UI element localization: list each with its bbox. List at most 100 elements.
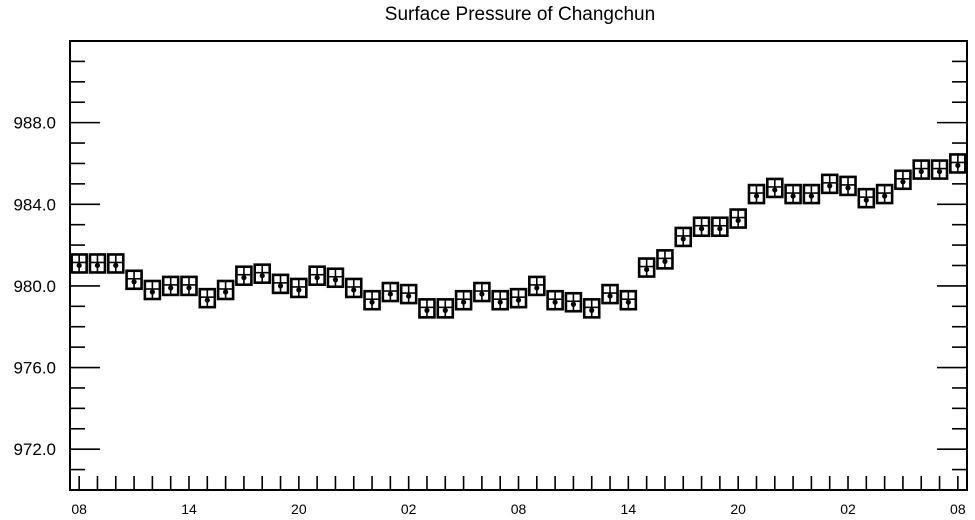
- data-point: [363, 289, 381, 311]
- data-point-part: [625, 299, 631, 305]
- data-point-part: [460, 299, 467, 305]
- data-point: [344, 277, 363, 299]
- data-point: [839, 175, 857, 197]
- data-point-part: [497, 299, 503, 305]
- data-point: [546, 289, 564, 311]
- data-point-part: [662, 258, 668, 264]
- data-point-part: [168, 285, 174, 291]
- data-point-part: [644, 266, 650, 273]
- data-point: [180, 275, 198, 297]
- data-point-part: [479, 291, 485, 297]
- data-point: [601, 283, 619, 305]
- data-point-part: [900, 179, 906, 185]
- data-point-part: [808, 193, 814, 199]
- x-tick-label: 14: [621, 501, 637, 517]
- data-point: [637, 257, 656, 278]
- x-tick-label: 08: [71, 501, 87, 517]
- data-point-part: [936, 168, 943, 175]
- y-tick-label: 972.0: [13, 440, 56, 459]
- data-point: [582, 298, 601, 319]
- data-point-part: [735, 217, 741, 224]
- y-tick-label: 988.0: [13, 114, 56, 133]
- data-point: [473, 281, 491, 303]
- data-point-part: [845, 185, 851, 191]
- data-point: [106, 253, 125, 274]
- data-point-part: [918, 168, 924, 175]
- chart-title: Surface Pressure of Changchun: [384, 4, 656, 25]
- data-point: [509, 287, 528, 309]
- data-point: [765, 177, 784, 199]
- data-point-part: [332, 277, 339, 283]
- data-point: [161, 275, 180, 297]
- data-point: [70, 253, 88, 274]
- data-point: [198, 287, 217, 309]
- data-point-part: [204, 297, 210, 303]
- data-point-part: [955, 162, 961, 169]
- data-point-part: [863, 197, 869, 203]
- data-point: [418, 298, 436, 319]
- data-point: [894, 169, 912, 191]
- data-point: [436, 298, 455, 319]
- data-point-part: [589, 307, 595, 313]
- data-point-part: [607, 293, 613, 299]
- data-point: [930, 159, 949, 180]
- data-point: [143, 279, 162, 301]
- x-tick-label: 08: [950, 501, 966, 517]
- data-point-part: [698, 226, 705, 232]
- data-point-part: [570, 301, 577, 307]
- data-point-part: [515, 297, 522, 303]
- data-point-part: [369, 299, 375, 305]
- y-tick-label: 980.0: [13, 277, 56, 296]
- data-point: [326, 267, 345, 289]
- data-point: [912, 159, 931, 180]
- plot-frame: [69, 40, 968, 491]
- data-point: [857, 187, 876, 209]
- data-point: [820, 173, 839, 195]
- data-point-part: [259, 273, 265, 279]
- data-point-part: [882, 193, 888, 199]
- data-point-part: [94, 262, 101, 269]
- x-tick-label: 20: [291, 501, 307, 517]
- data-point-part: [296, 287, 302, 293]
- data-point: [674, 226, 693, 248]
- data-point: [784, 183, 802, 205]
- data-point: [235, 265, 253, 287]
- data-point: [253, 263, 272, 284]
- data-point-part: [314, 275, 320, 281]
- data-point: [802, 183, 821, 205]
- data-point-part: [827, 183, 833, 189]
- data-point-part: [241, 275, 247, 281]
- data-point: [656, 249, 674, 270]
- data-point-part: [534, 285, 540, 291]
- data-point-part: [131, 279, 137, 285]
- data-point: [711, 216, 729, 238]
- data-point: [528, 275, 546, 297]
- x-tick-label: 14: [181, 501, 197, 517]
- data-point-part: [223, 289, 229, 295]
- data-point-part: [76, 262, 82, 269]
- data-point-part: [790, 193, 796, 199]
- data-point-part: [442, 307, 448, 313]
- data-point: [290, 277, 308, 299]
- data-point: [564, 291, 583, 313]
- data-point-part: [552, 299, 558, 305]
- data-point-part: [149, 289, 155, 295]
- data-point-part: [717, 226, 723, 232]
- data-point: [271, 273, 290, 295]
- data-point-part: [351, 287, 357, 293]
- data-point: [216, 279, 235, 301]
- data-point: [88, 253, 107, 274]
- data-point: [399, 283, 418, 305]
- data-point: [692, 216, 711, 238]
- data-point: [619, 289, 638, 311]
- data-point: [308, 265, 326, 287]
- data-point: [875, 183, 894, 205]
- data-point: [729, 208, 747, 229]
- data-point-part: [113, 262, 119, 269]
- data-point-part: [406, 293, 412, 299]
- data-point: [125, 269, 143, 291]
- data-point-part: [277, 283, 284, 289]
- x-tick-label: 02: [840, 501, 856, 517]
